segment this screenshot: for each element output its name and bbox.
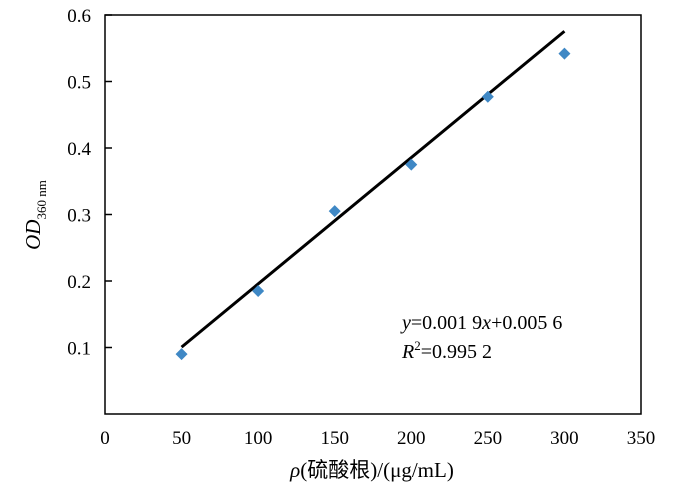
y-tick-label: 0.1 [67,339,91,360]
data-point [252,284,265,297]
y-axis-title: OD360 nm [21,180,49,250]
data-point [558,47,571,60]
x-tick-label: 200 [397,428,426,449]
x-tick-label: 0 [100,428,110,449]
x-tick-label: 50 [172,428,191,449]
r-squared: R2=0.995 2 [401,338,492,363]
regression-equation: y=0.001 9x+0.005 6 [400,312,562,334]
data-points [175,47,571,361]
x-axis-title: ρ(硫酸根)/(μg/mL) [289,458,454,482]
data-point [481,90,494,103]
x-tick-label: 250 [474,428,503,449]
x-axis: 0 50 100 150 200 250 300 350 [100,428,655,449]
y-tick-label: 0.4 [67,139,91,160]
y-tick-label: 0.2 [67,272,91,293]
x-tick-label: 300 [550,428,579,449]
y-axis: 0.1 0.2 0.3 0.4 0.5 0.6 [67,6,112,360]
x-tick-label: 100 [244,428,273,449]
y-tick-label: 0.6 [67,6,91,27]
x-tick-label: 150 [320,428,349,449]
trendline [180,30,566,349]
y-tick-label: 0.5 [67,73,91,94]
data-point [328,205,341,218]
x-tick-label: 350 [627,428,656,449]
data-point [175,348,188,361]
data-point [405,158,418,171]
y-tick-label: 0.3 [67,206,91,227]
